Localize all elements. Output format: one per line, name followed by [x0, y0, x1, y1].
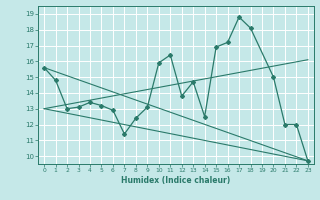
X-axis label: Humidex (Indice chaleur): Humidex (Indice chaleur)	[121, 176, 231, 185]
